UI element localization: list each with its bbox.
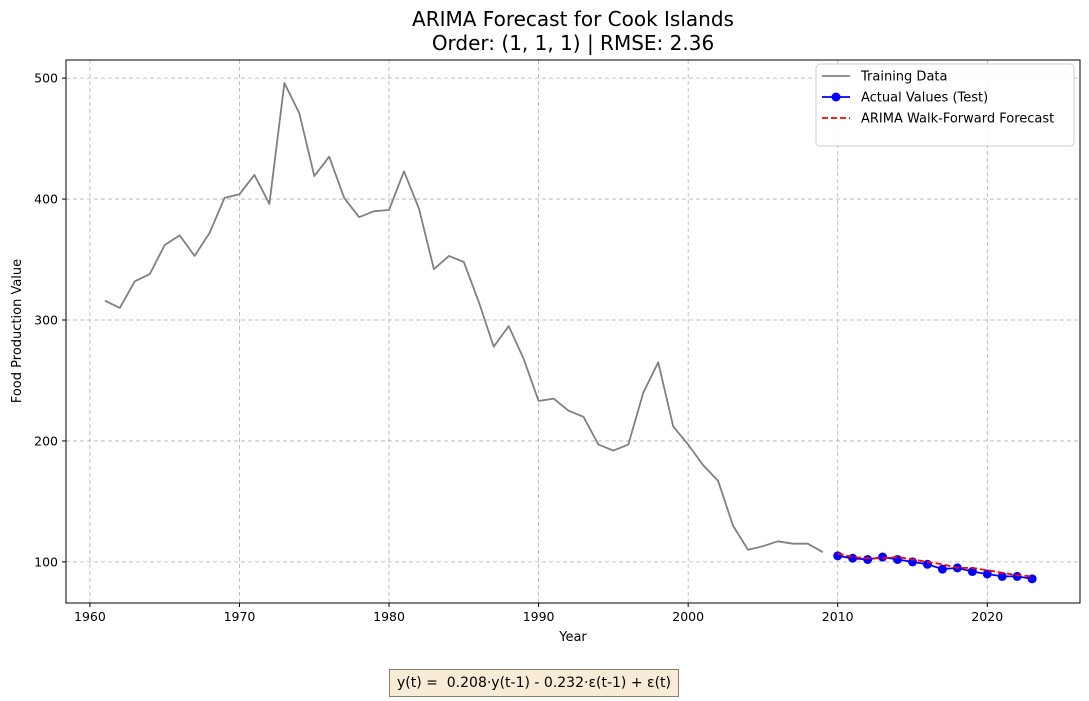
chart-subtitle: Order: (1, 1, 1) | RMSE: 2.36: [432, 31, 714, 55]
x-tick-label: 1960: [74, 609, 106, 624]
actual-value-point: [893, 554, 903, 564]
legend-box: [815, 63, 1075, 147]
actual-value-point: [967, 567, 977, 577]
forecast-line: [837, 552, 1033, 578]
x-axis-label: Year: [558, 630, 587, 645]
legend-marker-actual: [831, 92, 841, 102]
y-axis-label: Food Production Value: [10, 259, 25, 403]
y-tick-label: 500: [34, 71, 58, 86]
legend: Training Data Actual Values (Test) ARIMA…: [815, 63, 1075, 147]
x-tick-label: 1980: [373, 609, 405, 624]
series-layer: [104, 82, 1037, 584]
actual-value-point: [1012, 571, 1022, 581]
y-tick-label: 100: [34, 554, 58, 569]
model-equation-box: y(t) = 0.208·y(t-1) - 0.232·ε(t-1) + ε(t…: [389, 669, 679, 697]
y-tick-label: 400: [34, 192, 58, 207]
actual-value-point: [982, 569, 992, 579]
actual-value-point: [997, 571, 1007, 581]
y-tick-label: 300: [34, 313, 58, 328]
actual-value-point: [937, 564, 947, 574]
actual-value-point: [878, 552, 888, 562]
training-data-line: [104, 82, 824, 553]
actual-value-point: [833, 551, 843, 561]
grid: [66, 60, 1080, 603]
y-tick-label: 200: [34, 433, 58, 448]
x-tick-label: 1990: [523, 609, 555, 624]
x-tick-label: 2010: [822, 609, 854, 624]
plot-frame: [65, 59, 1081, 604]
x-tick-label: 1970: [224, 609, 256, 624]
x-tick-label: 2000: [672, 609, 704, 624]
ticks: 1960 1970 1980 1990 2000 2010 2020 100 200 300 400…: [34, 71, 1003, 624]
legend-label-training: Training Data: [860, 70, 947, 85]
x-tick-label: 2020: [971, 609, 1003, 624]
actual-value-point: [863, 554, 873, 564]
actual-value-point: [848, 553, 858, 563]
legend-label-actual: Actual Values (Test): [861, 91, 988, 106]
chart-title: ARIMA Forecast for Cook Islands: [412, 7, 734, 31]
legend-label-forecast: ARIMA Walk-Forward Forecast: [861, 112, 1054, 127]
